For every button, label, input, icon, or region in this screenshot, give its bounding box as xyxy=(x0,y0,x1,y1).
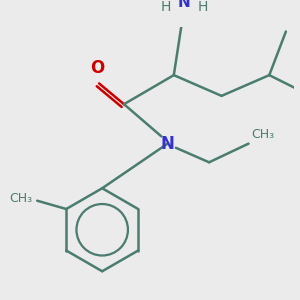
Text: CH₃: CH₃ xyxy=(9,192,32,205)
Text: H: H xyxy=(198,0,208,14)
Text: H: H xyxy=(160,0,171,14)
Text: CH₃: CH₃ xyxy=(252,128,275,140)
Text: N: N xyxy=(178,0,190,10)
Text: O: O xyxy=(90,59,104,77)
Text: N: N xyxy=(160,135,175,153)
